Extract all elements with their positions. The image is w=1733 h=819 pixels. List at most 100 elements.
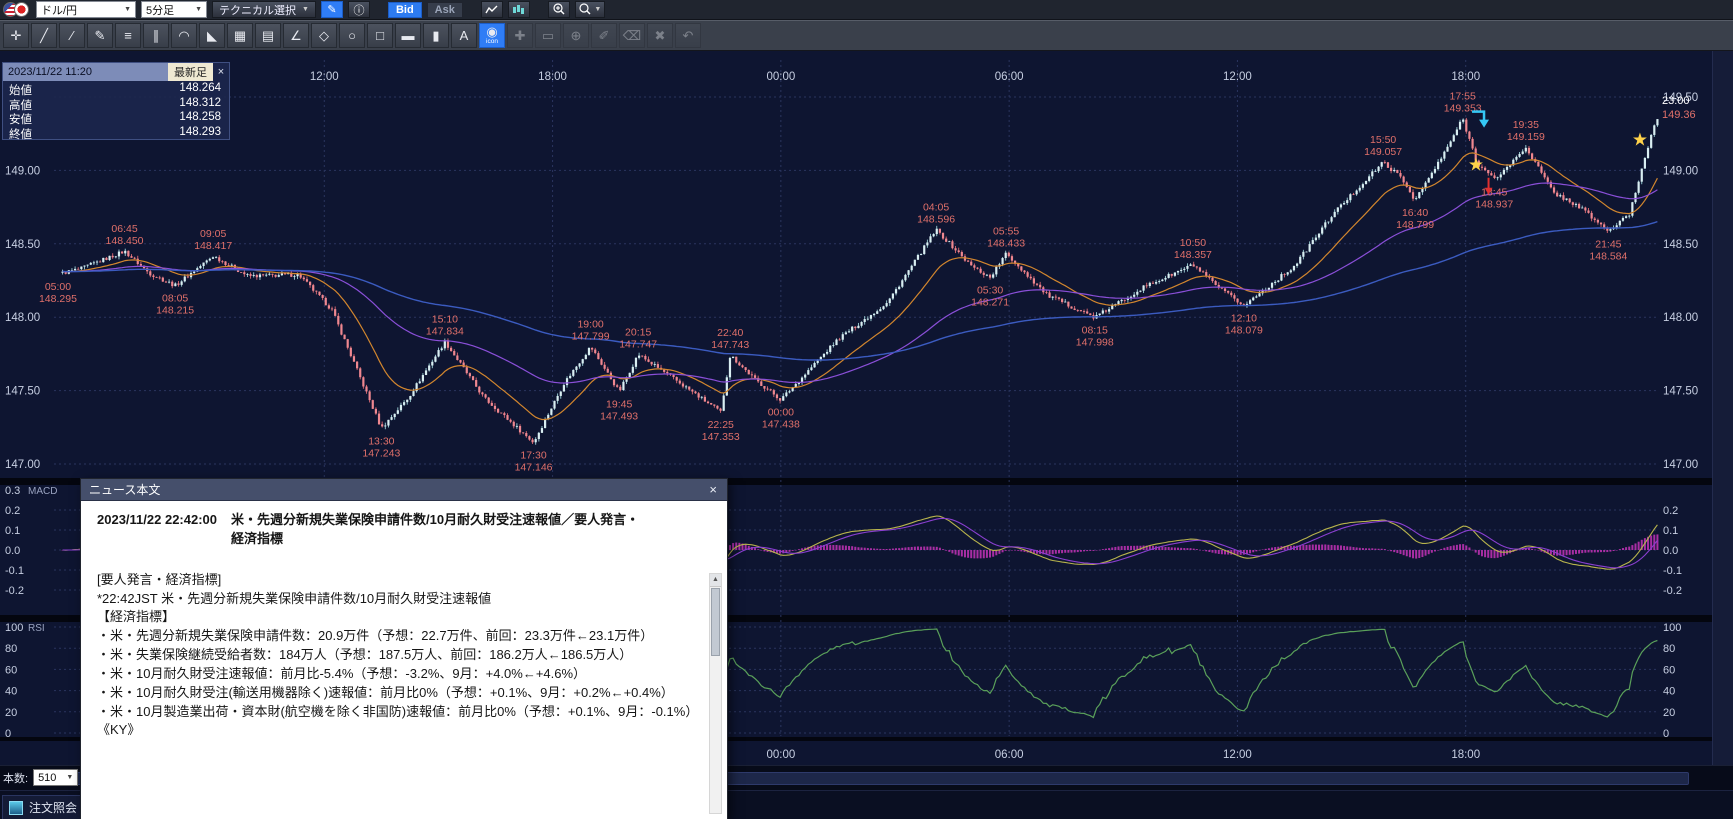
annotation-time: 19:00 (577, 319, 603, 331)
draw-pencil-button[interactable]: ✎ (321, 1, 343, 18)
undo-tool: ↶ (675, 23, 701, 48)
info-icon: ⓘ (353, 2, 364, 18)
annotation-time: 17:30 (520, 450, 546, 462)
annotation-price: 148.357 (1174, 249, 1212, 261)
trendline-tool-icon: ╱ (40, 29, 48, 42)
trendline-tool[interactable]: ╱ (31, 23, 57, 48)
currency-pair-select[interactable]: ドル/円 ▼ (36, 1, 136, 18)
annotation-time: 22:40 (717, 327, 743, 339)
annotation-time: 05:55 (993, 226, 1019, 238)
crosshair-tool[interactable]: ✛ (3, 23, 29, 48)
annotation-time: 08:05 (162, 293, 188, 305)
news-dialog-titlebar[interactable]: ニュース本文 × (81, 479, 727, 501)
polygon-tool[interactable]: ◇ (311, 23, 337, 48)
ask-toggle[interactable]: Ask (427, 2, 463, 18)
annotation-time: 19:35 (1513, 119, 1539, 131)
bar-count-control: 本数: 510 ▼ ▲ (3, 769, 92, 786)
annotation-price: 148.295 (39, 293, 77, 305)
zoom-in-button[interactable] (548, 1, 570, 18)
gann-grid-tool[interactable]: ▦ (227, 23, 253, 48)
fx-chart-app: { "topbar": { "pair_label": "ドル/円", "tim… (0, 0, 1733, 819)
rsi-axis-label: 20 (1663, 707, 1675, 719)
crosshair-tool-icon: ✛ (11, 29, 22, 42)
main-toolbar: ドル/円 ▼ 5分足 ▼ テクニカル選択 ▼ ✎ ⓘ Bid Ask ▼ (0, 0, 1733, 20)
info-button[interactable]: ⓘ (348, 1, 370, 18)
annotation-time: 20:15 (625, 326, 651, 338)
eraser-tool-icon: ⌫ (623, 29, 641, 42)
ray-line-tool[interactable]: ∕ (59, 23, 85, 48)
vertical-band-tool[interactable]: ▮ (423, 23, 449, 48)
news-body-line: ・米・10月耐久財受注速報値：前月比-5.4%（予想：-3.2%、9月：+4.0… (97, 665, 697, 684)
rsi-axis-label: 40 (5, 686, 17, 698)
technical-select-button[interactable]: テクニカル選択 ▼ (212, 1, 316, 18)
angle-line-tool[interactable]: ∠ (283, 23, 309, 48)
horizontal-line-tool[interactable]: ≡ (115, 23, 141, 48)
order-inquiry-tab[interactable]: 注文照会 (2, 795, 90, 819)
zoom-in-icon (552, 3, 566, 16)
bid-toggle[interactable]: Bid (388, 2, 422, 18)
scroll-up-icon[interactable]: ▲ (710, 574, 721, 587)
fibonacci-fan-tool[interactable]: ◣ (199, 23, 225, 48)
annotation-price: 147.438 (762, 419, 800, 431)
annotation-time: 12:10 (1231, 313, 1257, 325)
timeframe-select[interactable]: 5分足 ▼ (141, 1, 207, 18)
rsi-axis-label: 20 (5, 707, 17, 719)
rsi-axis-label: 60 (1663, 664, 1675, 676)
line-chart-button[interactable] (481, 1, 503, 18)
time-axis-label: 06:00 (995, 71, 1024, 83)
candle-chart-button[interactable] (508, 1, 530, 18)
close-label: 終値 (9, 126, 32, 139)
vertical-band-tool-icon: ▮ (432, 29, 439, 42)
rsi-axis-label: 0 (5, 728, 11, 740)
zoom-mode-button[interactable]: ▼ (575, 1, 605, 18)
time-axis-label: 00:00 (766, 71, 795, 83)
news-body-line: 《KY》 (97, 721, 697, 740)
price-axis-label: 148.00 (1663, 312, 1698, 324)
freehand-pencil-tool[interactable]: ✎ (87, 23, 113, 48)
news-scrollbar[interactable]: ▲ (709, 573, 722, 814)
macd-axis-label: 0.3 (5, 485, 20, 497)
chart-markers[interactable]: ★★ (1468, 112, 1648, 195)
macd-axis-label: -0.1 (1663, 565, 1682, 577)
icon-stamp-tool[interactable]: ◉icon (479, 23, 505, 48)
undo-tool-icon: ↶ (683, 29, 694, 42)
grid-tool[interactable]: ▤ (255, 23, 281, 48)
price-axis-label: 149.00 (1663, 165, 1698, 177)
currency-pair-value: ドル/円 (41, 2, 77, 18)
jp-flag-icon (14, 2, 29, 17)
freehand-pencil-tool-icon: ✎ (95, 29, 106, 42)
open-value: 148.264 (179, 82, 221, 95)
ellipse-tool[interactable]: ○ (339, 23, 365, 48)
news-dialog-body: 2023/11/22 22:42:00 米・先週分新規失業保険申請件数/10月耐… (81, 501, 727, 819)
order-icon (9, 801, 23, 815)
chevron-down-icon: ▼ (594, 6, 601, 13)
annotation-price: 147.243 (362, 447, 400, 459)
annotation-time: 10:50 (1180, 237, 1206, 249)
fibonacci-arc-tool[interactable]: ◠ (171, 23, 197, 48)
news-headline-row: 2023/11/22 22:42:00 米・先週分新規失業保険申請件数/10月耐… (97, 511, 697, 549)
close-icon[interactable]: × (213, 66, 229, 78)
text-tool[interactable]: A (451, 23, 477, 48)
news-body-line: ・米・失業保険継続受給者数：184万人（予想：187.5万人、前回：186.2万… (97, 646, 697, 665)
high-row: 高値 148.312 (3, 96, 229, 111)
right-side-strip (1712, 51, 1733, 765)
close-icon[interactable]: × (707, 482, 719, 497)
currency-pair-flags (3, 2, 29, 17)
clear-all-tool: ✖ (647, 23, 673, 48)
time-axis-label: 00:00 (766, 749, 795, 761)
close-value: 148.293 (179, 126, 221, 139)
horizontal-band-tool[interactable]: ▬ (395, 23, 421, 48)
time-axis-label: 06:00 (995, 749, 1024, 761)
scrollbar-thumb[interactable] (711, 588, 720, 656)
price-axis-label: 148.50 (1663, 239, 1698, 251)
macd-axis-label: 0.1 (1663, 525, 1678, 537)
parallel-channel-tool[interactable]: ∥ (143, 23, 169, 48)
rectangle-tool[interactable]: □ (367, 23, 393, 48)
rsi-panel-label: RSI (28, 623, 45, 634)
time-axis-label: 12:00 (1223, 71, 1252, 83)
bar-count-select[interactable]: 510 ▼ (33, 769, 78, 786)
latest-candle-badge: 最新足 (168, 63, 213, 81)
annotation-price: 148.417 (194, 240, 232, 252)
macd-axis-label: 0.0 (1663, 545, 1678, 557)
rsi-axis-label: 60 (5, 664, 17, 676)
